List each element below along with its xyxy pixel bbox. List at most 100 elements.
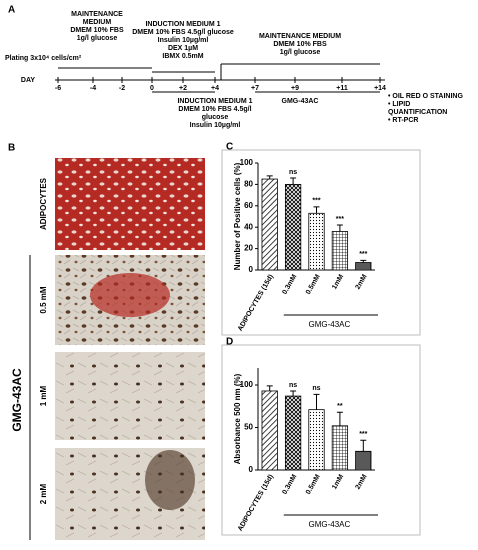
medium-text: Insulin 10µg/ml (190, 122, 241, 129)
medium-text: DMEM 10% FBS (273, 41, 327, 48)
error-bar (266, 175, 273, 180)
y-tick-label: 0 (249, 465, 254, 474)
significance-label: *** (336, 216, 344, 223)
medium-text: INDUCTION MEDIUM 1 (145, 21, 220, 28)
medium-text: MEDIUM (83, 19, 112, 26)
medium-text: glucose (202, 114, 229, 121)
day-tick-label: +2 (179, 85, 187, 92)
group-label: GMG-43AC (308, 320, 350, 329)
y-tick-label: 100 (240, 380, 254, 389)
endpoint-text: • LIPID (388, 101, 410, 108)
bar (284, 183, 302, 271)
x-tick-label: 2mM (355, 473, 369, 490)
bar (331, 425, 349, 471)
medium-text: DMEM 10% FBS 4.5g/l (178, 106, 251, 113)
micrograph (55, 158, 205, 250)
significance-label: ns (289, 169, 297, 176)
medium-text: 1g/l glucose (77, 35, 118, 42)
panel-label: C (226, 142, 233, 153)
row-label: 2 mM (39, 483, 48, 504)
significance-label: ** (337, 403, 343, 410)
y-tick-label: 80 (244, 180, 253, 189)
significance-label: *** (359, 431, 367, 438)
row-label: 1 mM (39, 385, 48, 406)
group-label: GMG-43AC (308, 520, 350, 529)
medium-text: MAINTENANCE (71, 11, 123, 18)
day-tick-label: +4 (211, 85, 219, 92)
error-bar (336, 411, 343, 426)
micrograph-stain (145, 450, 195, 510)
y-tick-label: 0 (249, 265, 254, 274)
medium-text: DMEM 10% FBS 4.5g/l glucose (132, 29, 234, 36)
medium-text: DMEM 10% FBS (70, 27, 124, 34)
x-tick-label: 0.3mM (281, 273, 298, 296)
error-bar (336, 224, 343, 232)
medium-text: INDUCTION MEDIUM 1 (177, 98, 252, 105)
endpoint-text: QUANTIFICATION (388, 109, 447, 116)
endpoint-text: • RT-PCR (388, 117, 418, 124)
day-tick-label: 0 (150, 85, 154, 92)
day-label: DAY (21, 77, 35, 84)
day-tick-label: +11 (336, 85, 348, 92)
bar (261, 178, 278, 271)
chart-frame (221, 149, 421, 336)
x-tick-label: 1mM (331, 473, 345, 490)
x-tick-label: 2mM (355, 273, 369, 290)
x-tick-label: 0.3mM (281, 473, 298, 496)
treatment-label: GMG-43AC (282, 98, 319, 105)
bar (308, 409, 325, 471)
panel-b (29, 158, 205, 540)
x-tick-label: 1mM (331, 273, 345, 290)
y-tick-label: 40 (244, 222, 253, 231)
significance-label: ns (312, 385, 320, 392)
x-tick-label: ADIPOCYTES (15d) (237, 473, 275, 532)
medium-text: 1g/l glucose (280, 49, 321, 56)
y-tick-label: 100 (240, 158, 254, 167)
day-tick-label: +14 (374, 85, 386, 92)
row-label: ADIPOCYTES (39, 177, 48, 230)
micrograph (55, 352, 205, 440)
panel-label: B (8, 143, 15, 154)
y-axis-label: Absorbance 500 nm (%) (233, 373, 242, 464)
medium-text: MAINTENANCE MEDIUM (259, 33, 341, 40)
panel-label: D (226, 337, 233, 348)
error-bar (360, 439, 367, 452)
error-bar (360, 259, 367, 263)
micrograph-stain (90, 273, 170, 317)
y-axis-label: Number of Positive cells (%) (233, 162, 242, 270)
day-tick-label: -2 (119, 85, 125, 92)
error-bar (290, 177, 297, 185)
x-tick-label: ADIPOCYTES (15d) (237, 273, 275, 332)
medium-text: IBMX 0.5mM (162, 53, 203, 60)
bar (261, 390, 278, 471)
medium-text: DEX 1µM (168, 45, 198, 52)
y-tick-label: 60 (244, 201, 253, 210)
y-tick-label: 20 (244, 244, 253, 253)
error-bar (313, 206, 320, 214)
error-bar (313, 393, 320, 410)
day-tick-label: +7 (251, 85, 259, 92)
plating-label: Plating 3x10⁴ cells/cm² (5, 55, 82, 62)
chart-frame (221, 344, 421, 536)
significance-label: *** (359, 251, 367, 258)
bar (355, 262, 372, 271)
x-tick-label: 0.5mM (305, 273, 322, 296)
error-bar (266, 385, 273, 391)
error-bar (290, 390, 297, 397)
panel-a (55, 63, 385, 93)
significance-label: ns (289, 382, 297, 389)
bar (331, 231, 349, 271)
bar (355, 450, 372, 471)
significance-label: *** (312, 198, 320, 205)
day-tick-label: -6 (55, 85, 61, 92)
row-label: 0.5 mM (39, 286, 48, 313)
x-tick-label: 0.5mM (305, 473, 322, 496)
panel-label: A (8, 5, 15, 16)
medium-text: Insulin 10µg/ml (158, 37, 209, 44)
endpoint-text: • OIL RED O STAINING (388, 93, 463, 100)
bar (308, 212, 325, 271)
day-tick-label: +9 (291, 85, 299, 92)
y-tick-label: 50 (244, 423, 253, 432)
group-label: GMG-43AC (10, 368, 24, 432)
